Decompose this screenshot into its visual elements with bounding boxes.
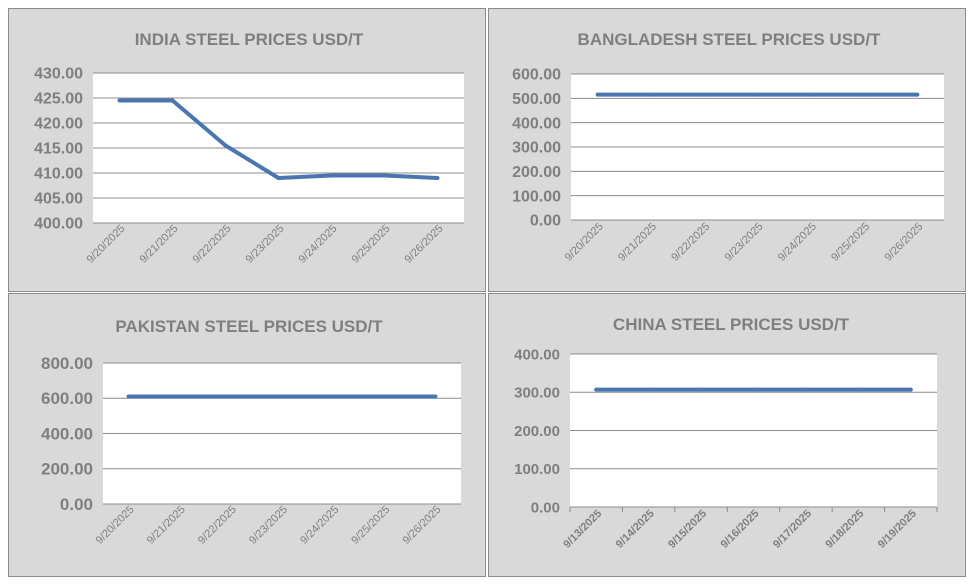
india-x-tick-label: 9/22/2025 [191, 223, 234, 266]
bangladesh-data-point [595, 92, 600, 97]
china-steel-chart: CHINA STEEL PRICES USD/T 0.00 100.00 200.00… [514, 315, 938, 551]
pakistan-x-tick-label: 9/21/2025 [145, 504, 188, 547]
pakistan-y-tick-label: 0.00 [60, 495, 93, 514]
india-x-tick-label: 9/21/2025 [138, 223, 181, 266]
pakistan-data-point [331, 394, 336, 399]
india-data-point [223, 143, 228, 148]
china-y-tick-label: 300.00 [514, 385, 560, 402]
bangladesh-x-tick-label: 9/26/2025 [882, 221, 925, 264]
china-data-point [908, 387, 913, 392]
china-x-tick-label: 9/14/2025 [614, 508, 657, 551]
india-y-tick-label: 400.00 [34, 216, 83, 233]
china-y-tick-label: 0.00 [531, 499, 560, 516]
bangladesh-x-tick-label: 9/23/2025 [723, 221, 766, 264]
pakistan-data-point [177, 394, 182, 399]
china-y-tick-label: 400.00 [514, 346, 560, 363]
china-x-tick-label: 9/16/2025 [719, 508, 762, 551]
bangladesh-chart-panel: BANGLADESH STEEL PRICES USD/T 0.00 100.00 2… [488, 8, 966, 292]
china-x-tick-label: 9/19/2025 [876, 508, 919, 551]
china-y-tick-label: 200.00 [514, 423, 560, 440]
india-data-point [170, 98, 175, 103]
china-y-tick-label: 100.00 [514, 461, 560, 478]
india-x-tick-label: 9/26/2025 [403, 223, 446, 266]
pakistan-y-tick-label: 200.00 [41, 460, 93, 479]
india-x-tick-label: 9/20/2025 [85, 223, 128, 266]
bangladesh-chart-title: BANGLADESH STEEL PRICES USD/T [578, 30, 882, 49]
bangladesh-x-tick-label: 9/24/2025 [776, 221, 819, 264]
china-data-point [751, 387, 756, 392]
bangladesh-data-point [648, 92, 653, 97]
bangladesh-data-point [862, 92, 867, 97]
pakistan-x-tick-label: 9/24/2025 [298, 504, 341, 547]
india-data-point [382, 173, 387, 178]
india-x-tick-label: 9/25/2025 [350, 223, 393, 266]
india-data-point [435, 176, 440, 180]
bangladesh-y-tick-label: 500.00 [512, 91, 561, 108]
pakistan-data-point [126, 394, 131, 399]
pakistan-x-tick-label: 9/26/2025 [400, 504, 443, 547]
china-x-tick-label: 9/18/2025 [823, 508, 866, 551]
india-y-tick-label: 410.00 [34, 166, 83, 183]
pakistan-chart-panel: PAKISTAN STEEL PRICES USD/T 0.00 200.00 400… [8, 293, 486, 577]
bangladesh-y-tick-label: 300.00 [512, 140, 561, 157]
bangladesh-data-point [808, 92, 813, 97]
bangladesh-y-tick-label: 100.00 [512, 188, 561, 205]
india-y-tick-label: 415.00 [34, 141, 83, 158]
pakistan-steel-chart: PAKISTAN STEEL PRICES USD/T 0.00 200.00 400… [41, 317, 461, 547]
india-data-point [117, 98, 122, 103]
pakistan-x-tick-label: 9/25/2025 [349, 504, 392, 547]
bangladesh-y-tick-label: 0.00 [530, 213, 561, 230]
pakistan-y-tick-label: 400.00 [41, 424, 93, 443]
bangladesh-data-point [755, 92, 760, 97]
china-data-point [594, 387, 599, 392]
china-data-point [699, 387, 704, 392]
india-x-tick-label: 9/23/2025 [244, 223, 287, 266]
pakistan-data-point [228, 394, 233, 399]
bangladesh-steel-chart: BANGLADESH STEEL PRICES USD/T 0.00 100.00 2… [512, 30, 944, 264]
china-chart-title: CHINA STEEL PRICES USD/T [613, 315, 850, 334]
china-data-point [646, 387, 651, 392]
pakistan-data-point [280, 394, 284, 399]
bangladesh-y-tick-label: 400.00 [512, 115, 561, 132]
bangladesh-data-point [915, 92, 920, 97]
india-y-tick-label: 430.00 [34, 66, 83, 83]
china-x-tick-label: 9/17/2025 [771, 508, 814, 551]
india-data-point [329, 173, 334, 178]
pakistan-x-tick-label: 9/20/2025 [94, 504, 137, 547]
pakistan-data-point [433, 394, 438, 399]
pakistan-y-tick-label: 600.00 [41, 389, 93, 408]
pakistan-data-point [382, 394, 387, 399]
india-chart-title: INDIA STEEL PRICES USD/T [135, 30, 364, 49]
bangladesh-y-tick-label: 600.00 [512, 67, 561, 84]
pakistan-y-tick-label: 800.00 [41, 354, 93, 373]
china-chart-panel: CHINA STEEL PRICES USD/T 0.00 100.00 200.00… [488, 293, 966, 577]
bangladesh-y-tick-label: 200.00 [512, 164, 561, 181]
india-data-point [276, 176, 281, 180]
india-steel-chart: INDIA STEEL PRICES USD/T 400.00 405.00 410.… [34, 30, 464, 266]
bangladesh-x-tick-label: 9/21/2025 [616, 221, 659, 264]
bangladesh-data-point [702, 92, 707, 97]
india-y-tick-label: 425.00 [34, 91, 83, 108]
china-data-point [803, 387, 808, 392]
china-x-tick-label: 9/13/2025 [561, 508, 604, 551]
bangladesh-x-tick-label: 9/25/2025 [829, 221, 872, 264]
china-x-tick-label: 9/15/2025 [666, 508, 709, 551]
bangladesh-x-tick-label: 9/20/2025 [563, 221, 606, 264]
india-y-tick-label: 420.00 [34, 116, 83, 133]
pakistan-x-tick-label: 9/23/2025 [247, 504, 290, 547]
pakistan-chart-title: PAKISTAN STEEL PRICES USD/T [115, 317, 383, 336]
india-y-tick-label: 405.00 [34, 191, 83, 208]
china-data-point [856, 387, 861, 392]
bangladesh-x-tick-label: 9/22/2025 [669, 221, 712, 264]
pakistan-x-tick-label: 9/22/2025 [196, 504, 239, 547]
india-x-tick-label: 9/24/2025 [297, 223, 340, 266]
india-chart-panel: INDIA STEEL PRICES USD/T 400.00 405.00 410.… [8, 8, 486, 292]
